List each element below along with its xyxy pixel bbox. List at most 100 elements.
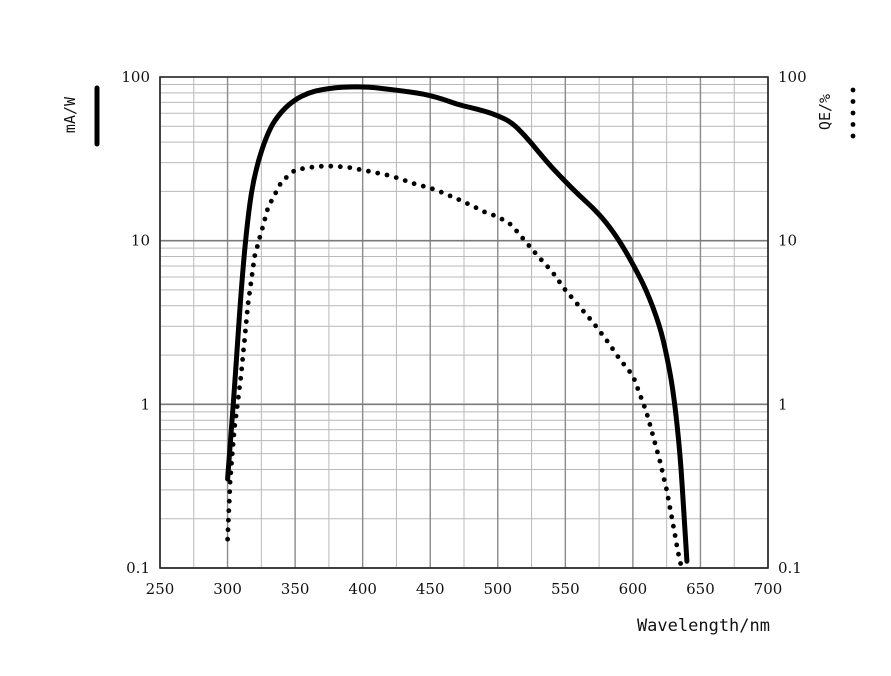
- qe-point: [545, 264, 551, 270]
- qe-point: [238, 375, 244, 381]
- qe-point: [260, 225, 265, 231]
- series-responsivity-solid: [225, 84, 690, 564]
- grid-minor: [160, 77, 768, 568]
- legend-dot: [850, 110, 856, 116]
- x-tick-label: 600: [619, 580, 648, 598]
- qe-point: [283, 175, 289, 180]
- qe-point: [237, 385, 242, 391]
- qe-point: [244, 309, 250, 315]
- qe-point: [526, 243, 532, 248]
- qe-point: [262, 216, 268, 222]
- qe-point: [248, 281, 254, 287]
- qe-point: [574, 301, 580, 307]
- qe-point: [236, 394, 241, 400]
- qe-point: [230, 442, 236, 447]
- x-tick-label: 550: [551, 580, 580, 598]
- qe-point: [225, 536, 231, 542]
- x-tick-label: 250: [146, 580, 175, 598]
- qe-point: [366, 168, 371, 174]
- legend-dot: [850, 133, 856, 139]
- qe-point: [557, 279, 562, 285]
- qe-point: [411, 181, 417, 187]
- qe-point: [456, 197, 462, 203]
- qe-point: [659, 467, 665, 473]
- y-tick-label-left: 0.1: [126, 559, 150, 577]
- qe-point: [337, 164, 343, 170]
- qe-point: [318, 163, 324, 169]
- qe-point: [226, 517, 231, 523]
- y-tick-label-left: 100: [121, 68, 150, 86]
- qe-point: [402, 178, 408, 184]
- x-tick-label: 650: [686, 580, 715, 598]
- qe-point: [420, 183, 426, 189]
- qe-point: [593, 323, 598, 329]
- qe-point: [249, 272, 255, 277]
- qe-point: [520, 235, 526, 241]
- qe-point: [240, 357, 246, 362]
- y-tick-label-right: 0.1: [778, 559, 802, 577]
- qe-point: [229, 451, 235, 457]
- x-tick-label: 500: [483, 580, 512, 598]
- qe-point: [239, 366, 245, 372]
- qe-point: [252, 253, 258, 258]
- qe-point: [676, 551, 681, 557]
- qe-point: [265, 207, 270, 213]
- qe-point: [473, 205, 479, 211]
- series-layer: [225, 84, 690, 566]
- x-tick-label: 450: [416, 580, 445, 598]
- qe-point: [226, 498, 232, 504]
- qe-point: [384, 172, 390, 178]
- qe-point: [499, 216, 505, 222]
- qe-point: [678, 561, 683, 566]
- qe-point: [507, 221, 513, 227]
- qe-point: [551, 271, 557, 277]
- qe-point: [232, 423, 238, 428]
- qe-point: [309, 164, 315, 170]
- legend-dot: [850, 99, 856, 104]
- qe-point: [661, 477, 667, 482]
- qe-point: [291, 168, 296, 174]
- qe-point: [430, 186, 435, 192]
- qe-point: [247, 290, 252, 296]
- qe-point: [587, 316, 592, 321]
- y-tick-label-right: 10: [778, 232, 797, 250]
- qe-point: [532, 250, 538, 256]
- qe-point: [243, 319, 249, 324]
- legend-swatch-dotted: [850, 87, 856, 139]
- series-qe-dotted: [225, 163, 683, 566]
- qe-point: [581, 308, 586, 314]
- y-tick-label-left: 10: [131, 232, 150, 250]
- qe-point: [671, 523, 676, 529]
- qe-point: [514, 228, 519, 234]
- qe-point: [234, 404, 240, 409]
- qe-point: [672, 533, 678, 538]
- qe-point: [632, 377, 637, 382]
- qe-point: [241, 347, 246, 353]
- qe-point: [227, 489, 233, 495]
- qe-point: [641, 403, 647, 409]
- qe-point: [491, 212, 496, 218]
- x-tick-label: 300: [213, 580, 242, 598]
- qe-point: [482, 209, 487, 215]
- x-tick-label: 700: [754, 580, 783, 598]
- qe-point: [273, 190, 279, 196]
- qe-point: [242, 338, 247, 343]
- qe-point: [375, 170, 381, 176]
- qe-point: [604, 338, 610, 344]
- x-tick-label: 400: [348, 580, 377, 598]
- legend-dot: [850, 87, 856, 93]
- qe-point: [644, 412, 650, 418]
- qe-point: [257, 234, 263, 240]
- qe-point: [347, 165, 353, 171]
- qe-point: [229, 460, 234, 466]
- qe-point: [621, 361, 627, 367]
- qe-point: [251, 262, 256, 268]
- qe-point: [615, 354, 621, 359]
- qe-point: [243, 328, 248, 334]
- qe-point: [226, 508, 232, 514]
- x-axis-label: Wavelength/nm: [637, 616, 770, 636]
- qe-point: [599, 331, 604, 336]
- y-tick-label-right: 100: [778, 68, 807, 86]
- qe-point: [393, 175, 399, 181]
- qe-point: [657, 458, 663, 464]
